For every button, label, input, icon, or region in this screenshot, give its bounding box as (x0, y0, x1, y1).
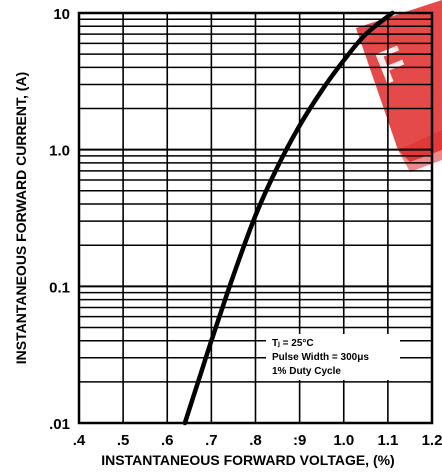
y-tick-label: 0.1 (49, 279, 70, 296)
forward-current-curve (182, 10, 395, 426)
x-tick-label: .4 (73, 432, 86, 449)
y-axis-title: INSTANTANEOUS FORWARD CURRENT, (A) (13, 72, 29, 364)
conditions-note-temperature: Tⱼ = 25°C (272, 338, 314, 349)
x-tick-label: :9 (293, 432, 306, 449)
x-tick-labels: .4 .5 .6 .7 .8 :9 1.0 1.1 1.2 (73, 432, 442, 449)
y-tick-labels: .01 0.1 1.0 10 (49, 6, 70, 433)
y-tick-label: 10 (53, 6, 70, 23)
x-tick-label: .7 (205, 432, 218, 449)
x-axis-title: INSTANTANEOUS FORWARD VOLTAGE, (%) (101, 452, 394, 468)
plot-frame (77, 11, 434, 425)
x-tick-label: 1.0 (333, 432, 354, 449)
x-tick-label: 1.1 (377, 432, 398, 449)
x-tick-label: 1.2 (422, 432, 442, 449)
y-tick-label: .01 (49, 416, 70, 433)
y-tick-label: 1.0 (49, 143, 70, 160)
conditions-note-duty-cycle: 1% Duty Cycle (272, 366, 341, 377)
x-tick-label: .5 (117, 432, 130, 449)
x-tick-label: .6 (161, 432, 174, 449)
conditions-note: Tⱼ = 25°C Pulse Width = 300μs 1% Duty Cy… (266, 334, 400, 380)
conditions-note-box (266, 334, 400, 380)
conditions-note-pulse-width: Pulse Width = 300μs (272, 352, 369, 363)
x-tick-label: .8 (249, 432, 262, 449)
